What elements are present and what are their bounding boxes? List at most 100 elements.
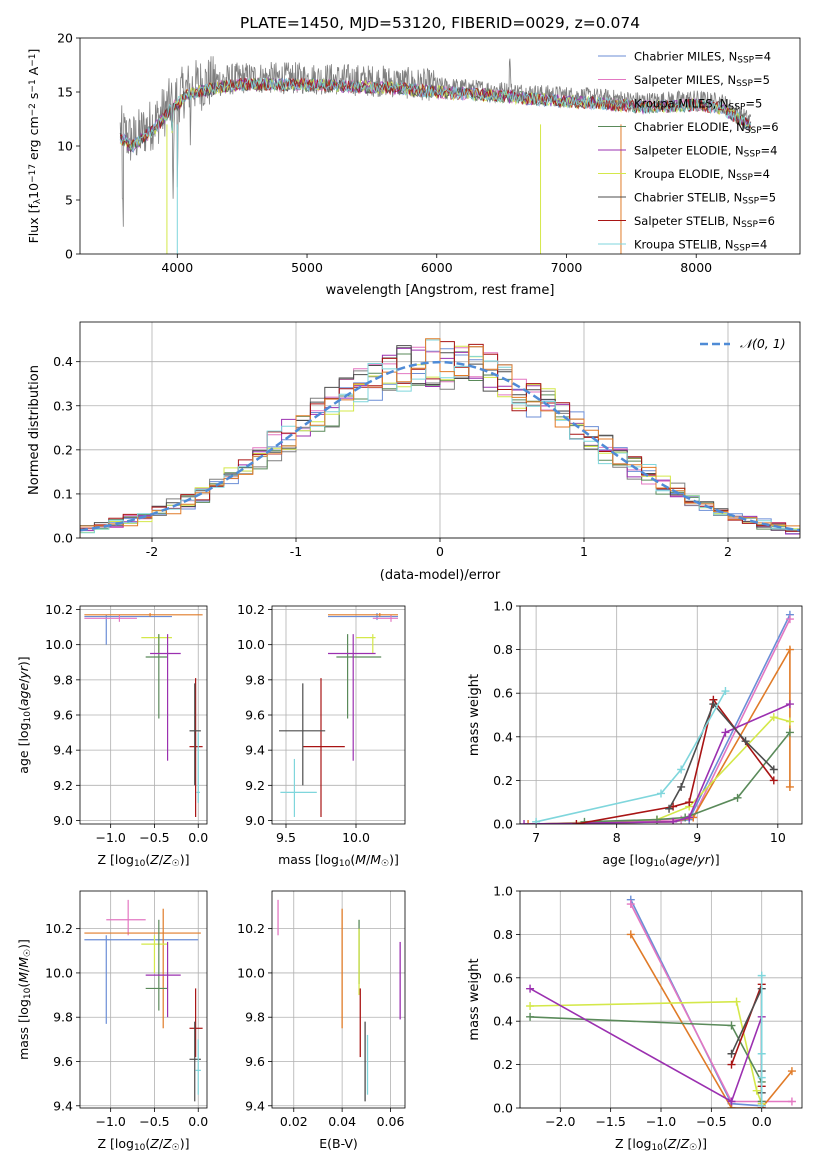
label-part: / — [676, 1136, 681, 1151]
label-part: Kroupa STELIB, N — [634, 238, 734, 252]
axes-mass_vs_EBV: 0.02 0.04 0.06 9.4 9.6 9.8 10.0 10.2 E(B-V) — [237, 890, 406, 1151]
x-tick-label: 8000 — [680, 260, 712, 275]
figure-title: PLATE=1450, MJD=53120, FIBERID=0029, z=0… — [240, 14, 640, 32]
axes-residuals: -2 -1 0 1 2 0.0 0.1 0.2 0.3 0.4 (data-model)/error… — [27, 321, 801, 583]
mass-weight-marker — [757, 1073, 766, 1082]
axes-frame — [271, 605, 406, 825]
x-axis-label: E(B-V) — [319, 1136, 358, 1151]
gridlines — [272, 606, 405, 824]
mass-weight-marker — [526, 1012, 535, 1021]
gridlines — [80, 891, 207, 1108]
gridlines — [520, 890, 802, 1109]
axes-massweight_vs_Z: −2.0 −1.5 −1.0 −0.5 0.0 0.0 0.2 0.4 0.6 0.8 1.0 Z [… — [467, 884, 803, 1153]
label-part: M — [370, 852, 381, 867]
errorbar-point — [302, 678, 345, 817]
label-part: M — [16, 972, 31, 983]
label-part: )] — [180, 852, 190, 867]
label-part: −1 — [28, 54, 38, 67]
y-tick-label: 9.4 — [245, 1098, 265, 1113]
y-tick-label: 0.6 — [493, 686, 513, 701]
mass-weight-marker — [709, 700, 718, 709]
y-tick-label: 9.8 — [245, 1010, 265, 1025]
label-part: yr — [16, 665, 31, 679]
label-part: )] — [16, 656, 31, 666]
y-tick-label: 10.2 — [45, 921, 73, 936]
y-axis-label: Normed distribution — [27, 365, 42, 495]
label-part: / — [16, 967, 31, 972]
y-tick-label: 9.6 — [245, 708, 265, 723]
x-tick-label: 0.0 — [188, 830, 208, 845]
x-tick-label: 10.0 — [342, 830, 370, 845]
mass-weight-marker — [572, 820, 581, 824]
label-part: / — [159, 1136, 164, 1151]
axes-mass_vs_Z: −1.0 −0.5 0.09.49.69.810.010.2Z [log10(Z/Z… — [16, 890, 208, 1153]
errorbar-point — [356, 634, 376, 654]
model-spectrum-line — [119, 77, 752, 153]
label-part: =5 — [759, 191, 776, 205]
plot-area — [277, 899, 401, 1102]
label-part: Salpeter STELIB, N — [634, 214, 741, 228]
x-tick-label: −1.0 — [95, 830, 125, 845]
y-tick-label: 9.0 — [53, 813, 73, 828]
mass-weight-marker — [669, 817, 678, 824]
label-part: )] — [180, 1136, 190, 1151]
y-tick-label: 9.4 — [53, 743, 73, 758]
errorbar-point — [106, 899, 146, 936]
label-part: 10 — [654, 859, 666, 869]
label-part: ☉ — [23, 949, 33, 957]
x-tick-label: −0.5 — [139, 830, 169, 845]
label-part: ( — [16, 983, 31, 988]
label-part: SSP — [729, 103, 746, 113]
plot-area — [279, 613, 398, 817]
y-tick-label: 0.4 — [493, 1014, 513, 1029]
mass-weight-line — [535, 690, 727, 823]
label-part: / — [159, 852, 164, 867]
label-part: SSP — [737, 56, 754, 66]
x-tick-label: 9.5 — [276, 830, 296, 845]
label-part: Chabrier STELIB, N — [634, 191, 742, 205]
mass-weight-marker — [769, 776, 778, 785]
axes-frame — [79, 890, 208, 1109]
mass-weight-marker — [757, 1101, 766, 1108]
label-part: / — [366, 852, 371, 867]
label-part: Z — [149, 852, 159, 867]
x-tick-label: 0.04 — [328, 1114, 356, 1129]
legend-entry: Kroupa MILES, NSSP=5 — [634, 97, 762, 113]
label-part: )] — [16, 939, 31, 949]
mass-weight-marker — [727, 1097, 736, 1106]
errorbar-point — [145, 634, 168, 719]
y-tick-label: 9.6 — [245, 1054, 265, 1069]
label-part: SSP — [741, 220, 758, 230]
y-tick-label: 1.0 — [493, 599, 513, 614]
mass-weight-line — [530, 1016, 763, 1102]
mass-weight-marker — [677, 782, 686, 791]
label-part: A — [26, 66, 41, 79]
axes-frame — [271, 890, 406, 1109]
label-part: Z [log — [615, 1136, 651, 1151]
axes-age_vs_mass: 9.5 10.0 9.0 9.2 9.4 9.6 9.8 10.0 10.2 mass [log1… — [237, 602, 406, 869]
mass-weight-marker — [532, 817, 541, 824]
errorbar-point — [145, 941, 181, 1018]
y-tick-label: 10.0 — [45, 965, 73, 980]
errorbar-point — [189, 678, 203, 817]
label-part: SSP — [745, 126, 762, 136]
legend-entry: Chabrier STELIB, NSSP=5 — [634, 191, 776, 207]
label-part: )] — [389, 852, 399, 867]
mass-weight-marker — [733, 793, 742, 802]
errorbar-point — [84, 908, 201, 1029]
mass-weight-marker — [526, 984, 535, 993]
mass-weight-line — [523, 703, 791, 824]
errorbar-point — [189, 683, 201, 786]
y-tick-label: 9.8 — [53, 1010, 73, 1025]
y-tick-label: 0.2 — [493, 1057, 513, 1072]
label-part: ( — [663, 1136, 668, 1151]
errorbar-point — [328, 613, 398, 617]
errorbar-point — [279, 683, 326, 786]
label-part: Salpeter ELODIE, N — [634, 144, 744, 158]
x-tick-label: 0.0 — [752, 1114, 772, 1129]
x-axis-label: Z [log10(Z/Z☉)] — [615, 1136, 707, 1153]
mass-weight-marker — [665, 804, 674, 813]
x-tick-label: 0 — [436, 544, 444, 559]
model-spectrum-line — [119, 77, 751, 149]
